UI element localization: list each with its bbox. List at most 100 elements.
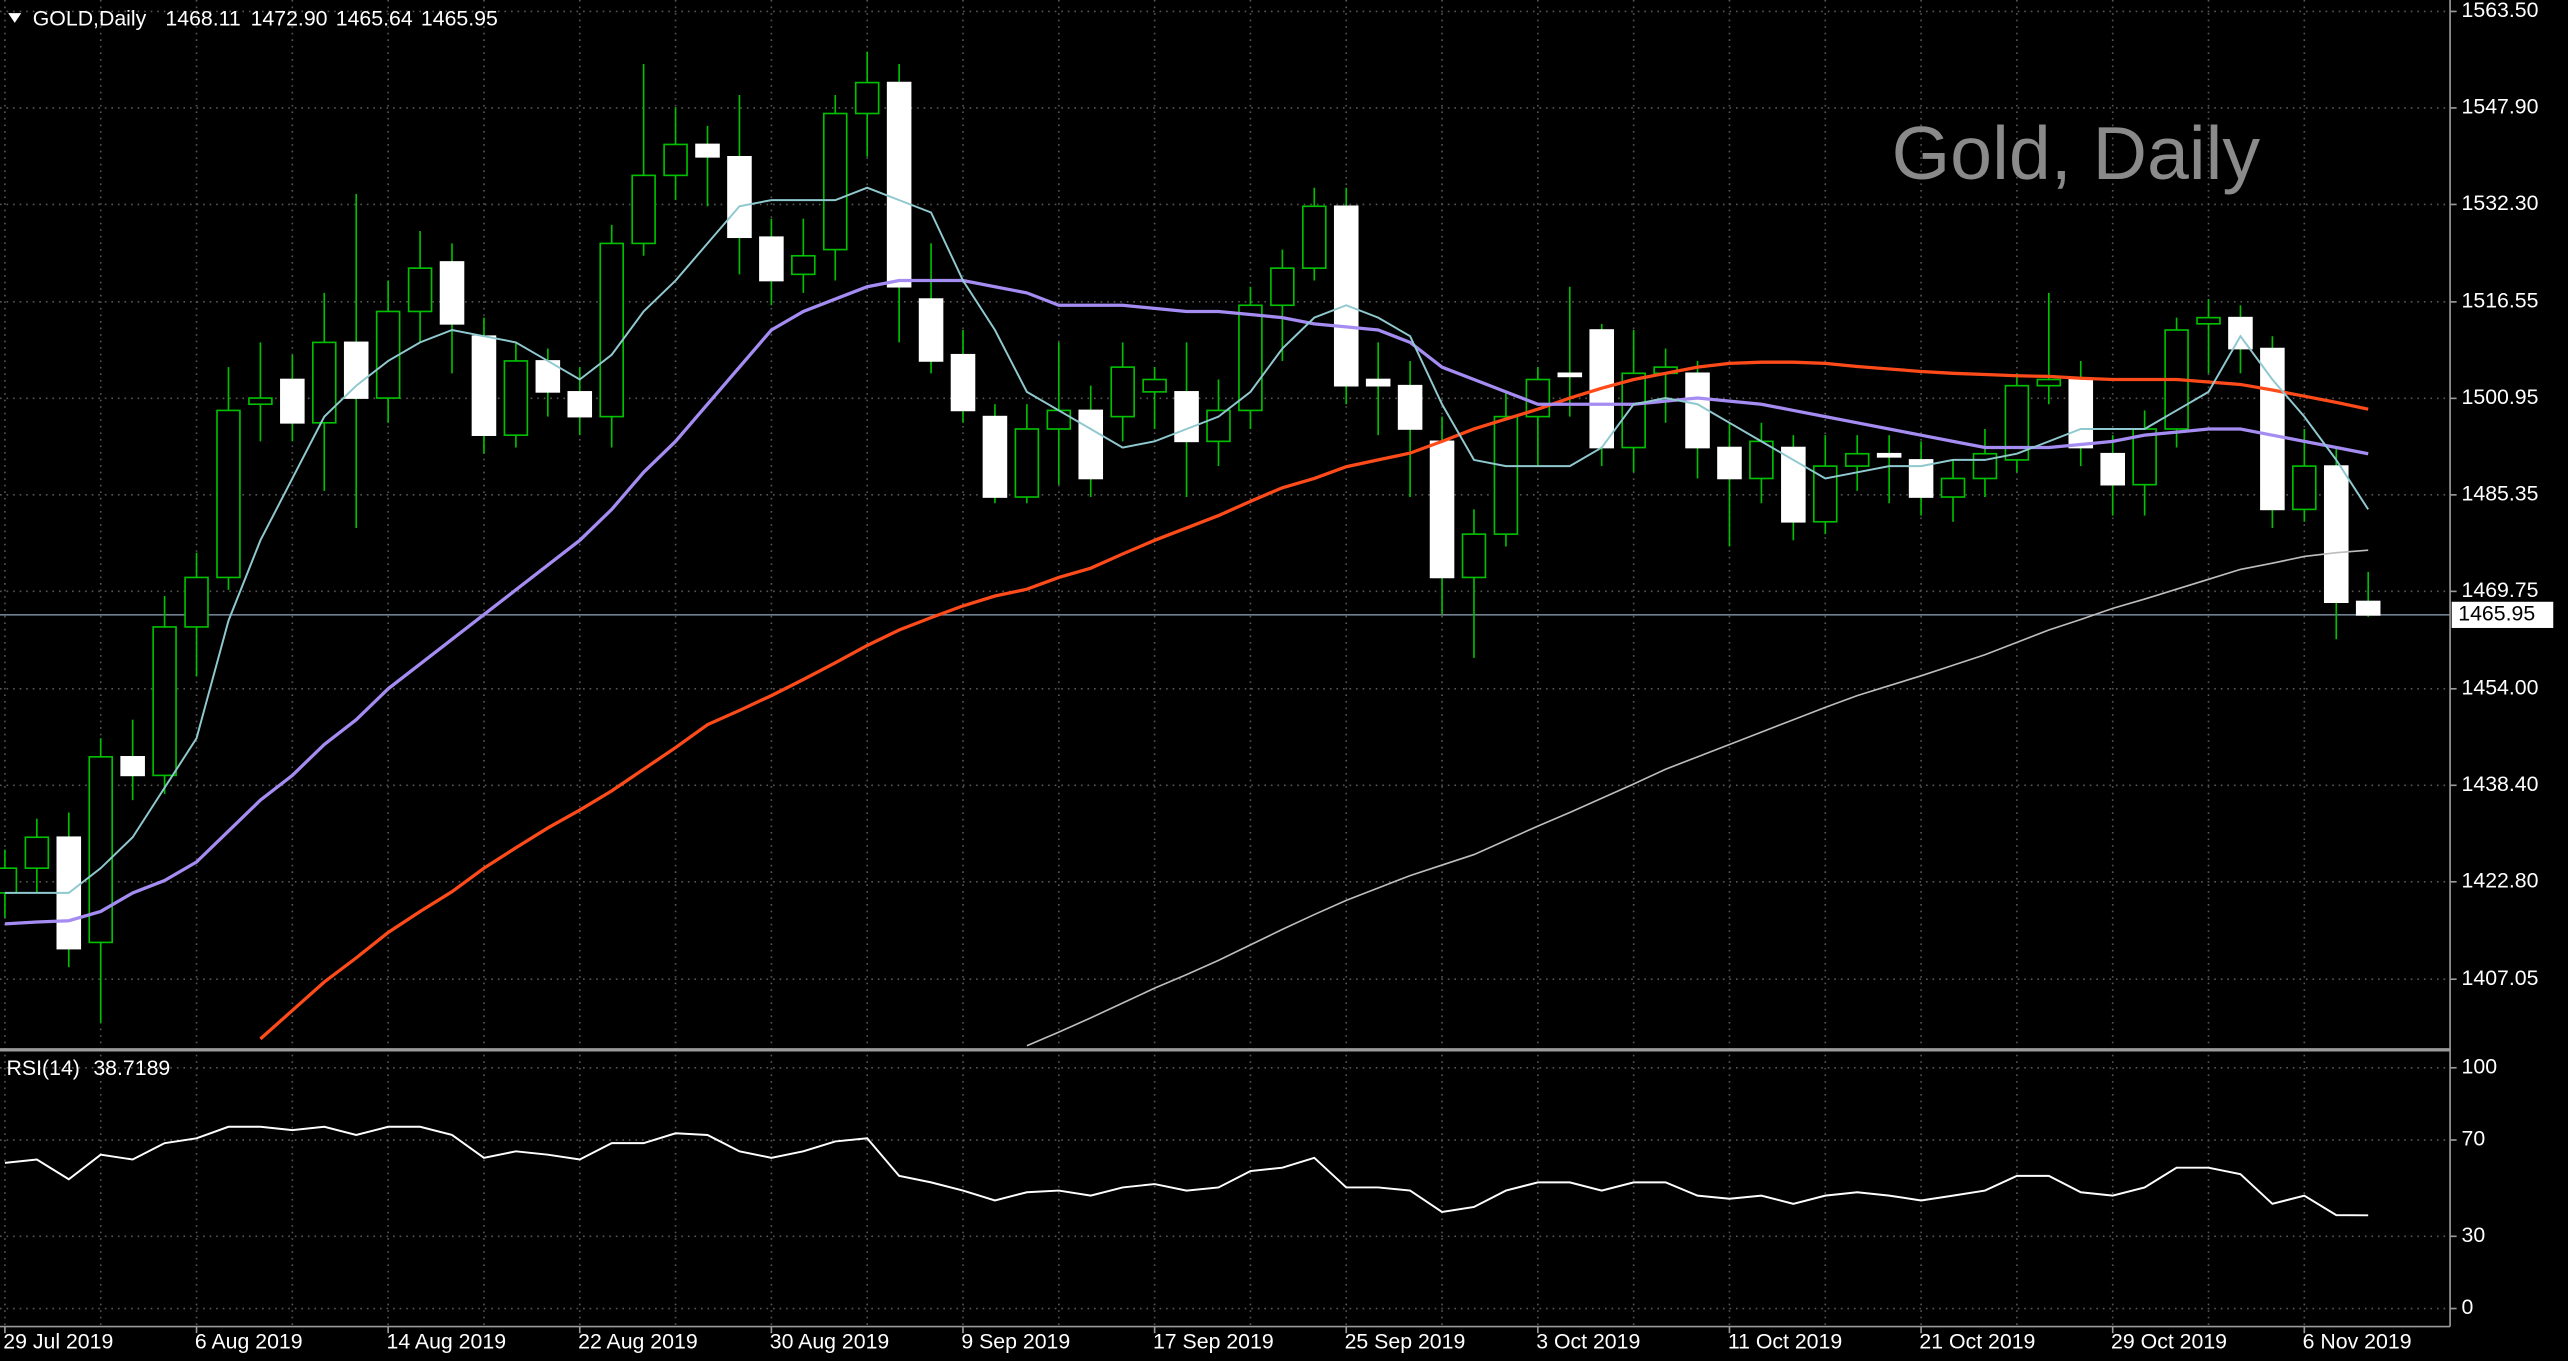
watermark-title: Gold, Daily <box>1892 111 2261 195</box>
candle-body <box>216 409 241 579</box>
candle-body <box>2323 465 2349 604</box>
rsi-title: RSI(14) <box>7 1056 80 1080</box>
axes: 1563.50 1547.90 1532.30 1516.55 1500.95 1485.… <box>3 0 2554 1354</box>
candle-body <box>950 353 976 412</box>
candle-body <box>471 335 497 436</box>
rsi-pane <box>4 1125 2369 1217</box>
y-tick-label: 1485.35 <box>2462 481 2539 505</box>
candle-body <box>2100 452 2125 486</box>
candle-body <box>2068 378 2094 449</box>
candle-body <box>2228 316 2253 350</box>
x-tick-label: 6 Nov 2019 <box>2303 1330 2412 1354</box>
candle-body <box>2004 384 2030 461</box>
y-tick-label: 1563.50 <box>2462 0 2539 22</box>
y-tick-label: 0 <box>2462 1295 2474 1319</box>
header-high: 1472.90 <box>251 6 328 30</box>
y-tick-label: 70 <box>2462 1127 2486 1151</box>
candle-body <box>1685 372 1710 449</box>
candle-body <box>1940 477 1966 498</box>
candle-body <box>1781 446 1806 523</box>
x-tick-label: 17 Sep 2019 <box>1153 1330 1274 1354</box>
x-tick-label: 14 Aug 2019 <box>387 1330 507 1354</box>
candle-body <box>1238 304 1263 412</box>
candle-body <box>1557 372 1583 378</box>
x-tick-label: 25 Sep 2019 <box>1345 1330 1466 1354</box>
candle-body <box>2355 600 2381 616</box>
header-close: 1465.95 <box>421 6 498 30</box>
candle-body <box>1908 459 1934 498</box>
candle-body <box>1142 378 1167 393</box>
candle-body <box>311 341 337 424</box>
candle-body <box>184 576 209 628</box>
y-tick-label: 1422.80 <box>2462 868 2539 892</box>
candle-body <box>2260 347 2285 511</box>
header-open: 1468.11 <box>165 6 240 30</box>
candle-body <box>918 298 944 362</box>
candle-body <box>695 143 720 158</box>
moving-average <box>4 278 2369 926</box>
candle-body <box>1461 533 1487 579</box>
y-tick-label: 1469.75 <box>2462 578 2539 602</box>
menu-triangle[interactable] <box>8 13 22 23</box>
candle-body <box>1365 378 1391 387</box>
candle-body <box>24 836 50 869</box>
candle-body <box>1844 452 1870 467</box>
candle-body <box>791 254 816 276</box>
y-tick-label: 1407.05 <box>2462 966 2539 990</box>
y-tick-label: 1438.40 <box>2462 772 2539 796</box>
candle-body <box>886 81 912 288</box>
candle-body <box>2196 316 2221 325</box>
candle-body <box>1174 391 1199 443</box>
candle-body <box>1206 409 1231 443</box>
grid <box>0 0 2451 1327</box>
x-tick-label: 22 Aug 2019 <box>578 1330 698 1354</box>
rsi-last-value: 38.7189 <box>93 1056 170 1080</box>
x-tick-label: 21 Oct 2019 <box>1919 1330 2035 1354</box>
candle-body <box>854 81 880 115</box>
candle-body <box>1333 205 1359 387</box>
candle-body <box>727 155 752 239</box>
candle-body <box>822 112 848 251</box>
x-tick-label: 3 Oct 2019 <box>1536 1330 1640 1354</box>
candle-body <box>1429 440 1455 579</box>
candle-body <box>1493 415 1519 535</box>
symbol-label: GOLD,Daily <box>33 6 147 30</box>
y-tick-label: 100 <box>2462 1054 2498 1078</box>
candle-body <box>1078 409 1104 480</box>
x-tick-label: 11 Oct 2019 <box>1728 1330 1842 1354</box>
x-tick-label: 29 Jul 2019 <box>3 1330 113 1354</box>
y-tick-label: 1516.55 <box>2462 288 2539 312</box>
candle-body <box>375 310 401 399</box>
rsi-line <box>4 1125 2369 1217</box>
candle-body <box>407 267 433 313</box>
candle-body <box>1302 205 1327 269</box>
candle-body <box>1876 452 1902 458</box>
candle-body <box>599 242 624 418</box>
candle-body <box>439 261 465 325</box>
candle-body <box>663 143 688 177</box>
x-tick-label: 6 Aug 2019 <box>195 1330 303 1354</box>
candle-body <box>567 391 593 418</box>
candle-body <box>759 236 784 282</box>
candle-body <box>1397 384 1423 430</box>
candle-body <box>1046 409 1072 430</box>
candle-body <box>631 174 656 245</box>
moving-average <box>1026 549 2369 1047</box>
candle-body <box>1270 267 1295 307</box>
candle-body <box>1812 465 1838 523</box>
y-tick-label: 1532.30 <box>2462 191 2539 215</box>
current-price-label: 1465.95 <box>2458 601 2535 625</box>
candle-body <box>88 756 114 944</box>
y-tick-label: 1454.00 <box>2462 675 2539 699</box>
x-tick-label: 29 Oct 2019 <box>2111 1330 2227 1354</box>
y-tick-label: 1547.90 <box>2462 95 2539 119</box>
header-low: 1465.64 <box>336 6 413 30</box>
candle-body <box>343 341 369 399</box>
moving-average <box>4 186 2370 894</box>
candle-body <box>503 360 529 436</box>
x-tick-label: 9 Sep 2019 <box>961 1330 1070 1354</box>
candle-body <box>2036 378 2062 387</box>
